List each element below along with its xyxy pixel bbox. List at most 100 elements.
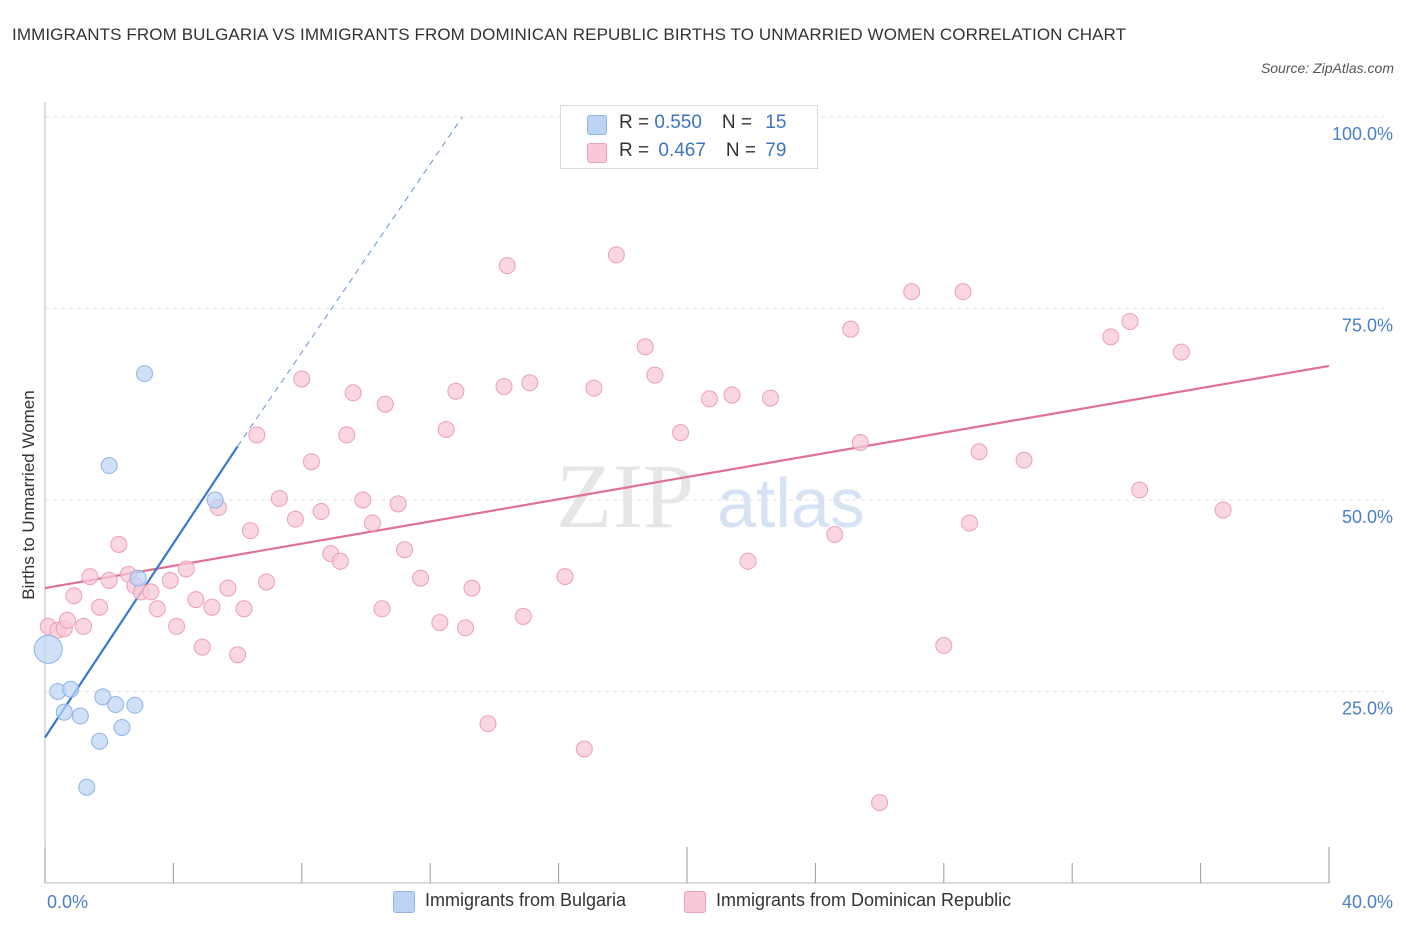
r-label: R = bbox=[619, 140, 655, 161]
data-point-dominican bbox=[646, 366, 664, 384]
x-tick-label: 0.0% bbox=[47, 892, 88, 912]
data-point-bulgaria bbox=[100, 457, 118, 475]
data-point-dominican bbox=[203, 598, 221, 616]
data-point-dominican bbox=[521, 374, 539, 392]
y-tick-label: 100.0% bbox=[1332, 124, 1393, 144]
tick-labels: 25.0% 50.0% 75.0% 100.0% 0.0% 40.0% bbox=[47, 124, 1393, 912]
grid-lines bbox=[45, 116, 1389, 692]
data-point-dominican bbox=[110, 535, 128, 553]
y-tick-label: 75.0% bbox=[1342, 316, 1393, 336]
y-axis-label: Births to Unmarried Women bbox=[19, 390, 38, 599]
data-point-bulgaria bbox=[55, 703, 73, 721]
legend-stats-dominican: R = 0.467 N = 79 bbox=[619, 140, 786, 162]
y-tick-label: 50.0% bbox=[1342, 507, 1393, 527]
n-value: 79 bbox=[765, 140, 787, 161]
data-point-dominican bbox=[607, 246, 625, 264]
data-point-dominican bbox=[935, 637, 953, 655]
data-point-dominican bbox=[168, 617, 186, 635]
legend-swatch-dominican bbox=[684, 891, 706, 913]
data-point-dominican bbox=[344, 384, 362, 402]
data-point-dominican bbox=[851, 434, 869, 452]
data-point-dominican bbox=[75, 617, 93, 635]
watermark-atlas: atlas bbox=[717, 464, 865, 542]
n-label: N = bbox=[725, 140, 762, 161]
data-point-dominican bbox=[248, 426, 266, 444]
data-point-dominican bbox=[193, 638, 211, 656]
x-tick-label: 40.0% bbox=[1342, 892, 1393, 912]
data-point-dominican bbox=[954, 283, 972, 301]
data-point-dominican bbox=[479, 715, 497, 733]
axes bbox=[44, 102, 1330, 884]
data-point-bulgaria bbox=[206, 491, 224, 509]
data-point-dominican bbox=[1214, 501, 1232, 519]
r-value: 0.467 bbox=[658, 140, 706, 161]
data-point-bulgaria bbox=[78, 778, 96, 796]
chart-title: IMMIGRANTS FROM BULGARIA VS IMMIGRANTS F… bbox=[12, 25, 1127, 44]
data-point-bulgaria bbox=[71, 707, 89, 725]
data-point-dominican bbox=[498, 257, 516, 275]
data-point-bulgaria bbox=[94, 688, 112, 706]
data-point-dominican bbox=[241, 522, 259, 540]
data-point-dominican bbox=[437, 421, 455, 439]
legend-label-bulgaria: Immigrants from Bulgaria bbox=[425, 890, 627, 910]
data-point-dominican bbox=[447, 382, 465, 400]
scatter-points bbox=[33, 246, 1232, 812]
data-point-dominican bbox=[396, 541, 414, 559]
data-point-dominican bbox=[312, 502, 330, 520]
data-point-dominican bbox=[81, 568, 99, 586]
data-point-dominican bbox=[700, 390, 718, 408]
data-point-dominican bbox=[826, 525, 844, 543]
legend-swatch-bulgaria bbox=[587, 115, 607, 135]
data-point-dominican bbox=[389, 495, 407, 513]
data-point-dominican bbox=[1131, 481, 1149, 499]
data-point-dominican bbox=[363, 514, 381, 532]
n-label: N = bbox=[721, 112, 758, 133]
data-point-dominican bbox=[970, 443, 988, 461]
trend-line-dominican bbox=[44, 364, 1330, 590]
data-point-dominican bbox=[463, 579, 481, 597]
data-point-dominican bbox=[142, 583, 160, 601]
data-point-dominican bbox=[960, 514, 978, 532]
data-point-dominican bbox=[148, 600, 166, 618]
data-point-dominican bbox=[636, 338, 654, 356]
data-point-dominican bbox=[903, 283, 921, 301]
data-point-dominican bbox=[65, 587, 83, 605]
data-point-dominican bbox=[842, 320, 860, 338]
data-point-dominican bbox=[495, 378, 513, 396]
legend-swatch-bulgaria bbox=[393, 891, 415, 913]
data-point-dominican bbox=[723, 386, 741, 404]
data-point-dominican bbox=[177, 560, 195, 578]
data-point-dominican bbox=[58, 611, 76, 629]
data-point-dominican bbox=[100, 571, 118, 589]
trend-line-bulgaria-extension bbox=[237, 116, 463, 447]
data-point-dominican bbox=[585, 379, 603, 397]
data-point-bulgaria bbox=[129, 569, 147, 587]
data-point-dominican bbox=[302, 453, 320, 471]
data-point-dominican bbox=[575, 740, 593, 758]
data-point-dominican bbox=[257, 573, 275, 591]
data-point-dominican bbox=[1015, 451, 1033, 469]
n-value: 15 bbox=[765, 112, 787, 133]
data-point-bulgaria bbox=[107, 696, 125, 714]
data-point-bulgaria bbox=[126, 696, 144, 714]
legend-label-dominican: Immigrants from Dominican Republic bbox=[716, 890, 1012, 910]
data-point-dominican bbox=[219, 579, 237, 597]
data-point-bulgaria bbox=[113, 719, 131, 737]
data-point-dominican bbox=[431, 614, 449, 632]
source-label: Source: ZipAtlas.com bbox=[1260, 60, 1394, 76]
data-point-dominican bbox=[229, 646, 247, 664]
data-point-dominican bbox=[286, 510, 304, 528]
data-point-dominican bbox=[235, 600, 253, 618]
data-point-dominican bbox=[376, 395, 394, 413]
y-tick-label: 25.0% bbox=[1342, 699, 1393, 719]
data-point-dominican bbox=[293, 370, 311, 388]
data-point-dominican bbox=[161, 571, 179, 589]
data-point-dominican bbox=[91, 598, 109, 616]
data-point-bulgaria bbox=[91, 732, 109, 750]
data-point-dominican bbox=[270, 489, 288, 507]
data-point-dominican bbox=[331, 552, 349, 570]
data-point-dominican bbox=[412, 569, 430, 587]
r-value: 0.550 bbox=[654, 112, 702, 133]
legend-swatch-dominican bbox=[587, 143, 607, 163]
correlation-legend: R = 0.550 N = 15 R = 0.467 N = 79 bbox=[560, 105, 818, 169]
